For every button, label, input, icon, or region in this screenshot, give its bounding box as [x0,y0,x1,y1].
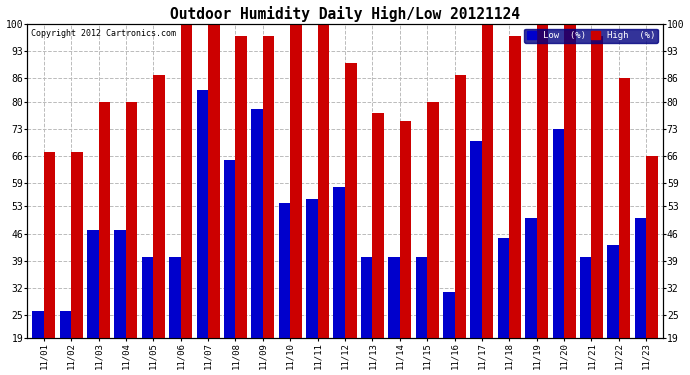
Bar [619,78,631,375]
Bar [71,152,83,375]
Bar [635,218,647,375]
Title: Outdoor Humidity Daily High/Low 20121124: Outdoor Humidity Daily High/Low 20121124 [170,6,520,21]
Bar [306,199,317,375]
Bar [509,36,521,375]
Bar [251,110,263,375]
Bar [497,237,509,375]
Bar [471,141,482,375]
Bar [263,36,275,375]
Bar [607,245,619,375]
Bar [591,36,603,375]
Bar [290,24,302,375]
Bar [443,292,455,375]
Bar [525,218,537,375]
Bar [580,257,591,375]
Bar [99,102,110,375]
Bar [279,202,290,375]
Bar [59,311,71,375]
Bar [400,121,411,375]
Bar [647,156,658,375]
Bar [373,113,384,375]
Bar [43,152,55,375]
Bar [427,102,439,375]
Bar [537,24,548,375]
Bar [142,257,153,375]
Text: Copyright 2012 Cartronics.com: Copyright 2012 Cartronics.com [30,29,175,38]
Bar [345,63,357,375]
Bar [482,24,493,375]
Bar [197,90,208,375]
Bar [32,311,43,375]
Bar [564,24,575,375]
Bar [169,257,181,375]
Bar [224,160,235,375]
Bar [333,187,345,375]
Bar [553,129,564,375]
Bar [317,24,329,375]
Bar [415,257,427,375]
Bar [361,257,373,375]
Bar [455,75,466,375]
Bar [208,24,219,375]
Bar [388,257,400,375]
Bar [87,230,99,375]
Bar [115,230,126,375]
Bar [235,36,247,375]
Legend: Low  (%), High  (%): Low (%), High (%) [524,28,658,43]
Bar [153,75,165,375]
Bar [181,24,193,375]
Bar [126,102,137,375]
